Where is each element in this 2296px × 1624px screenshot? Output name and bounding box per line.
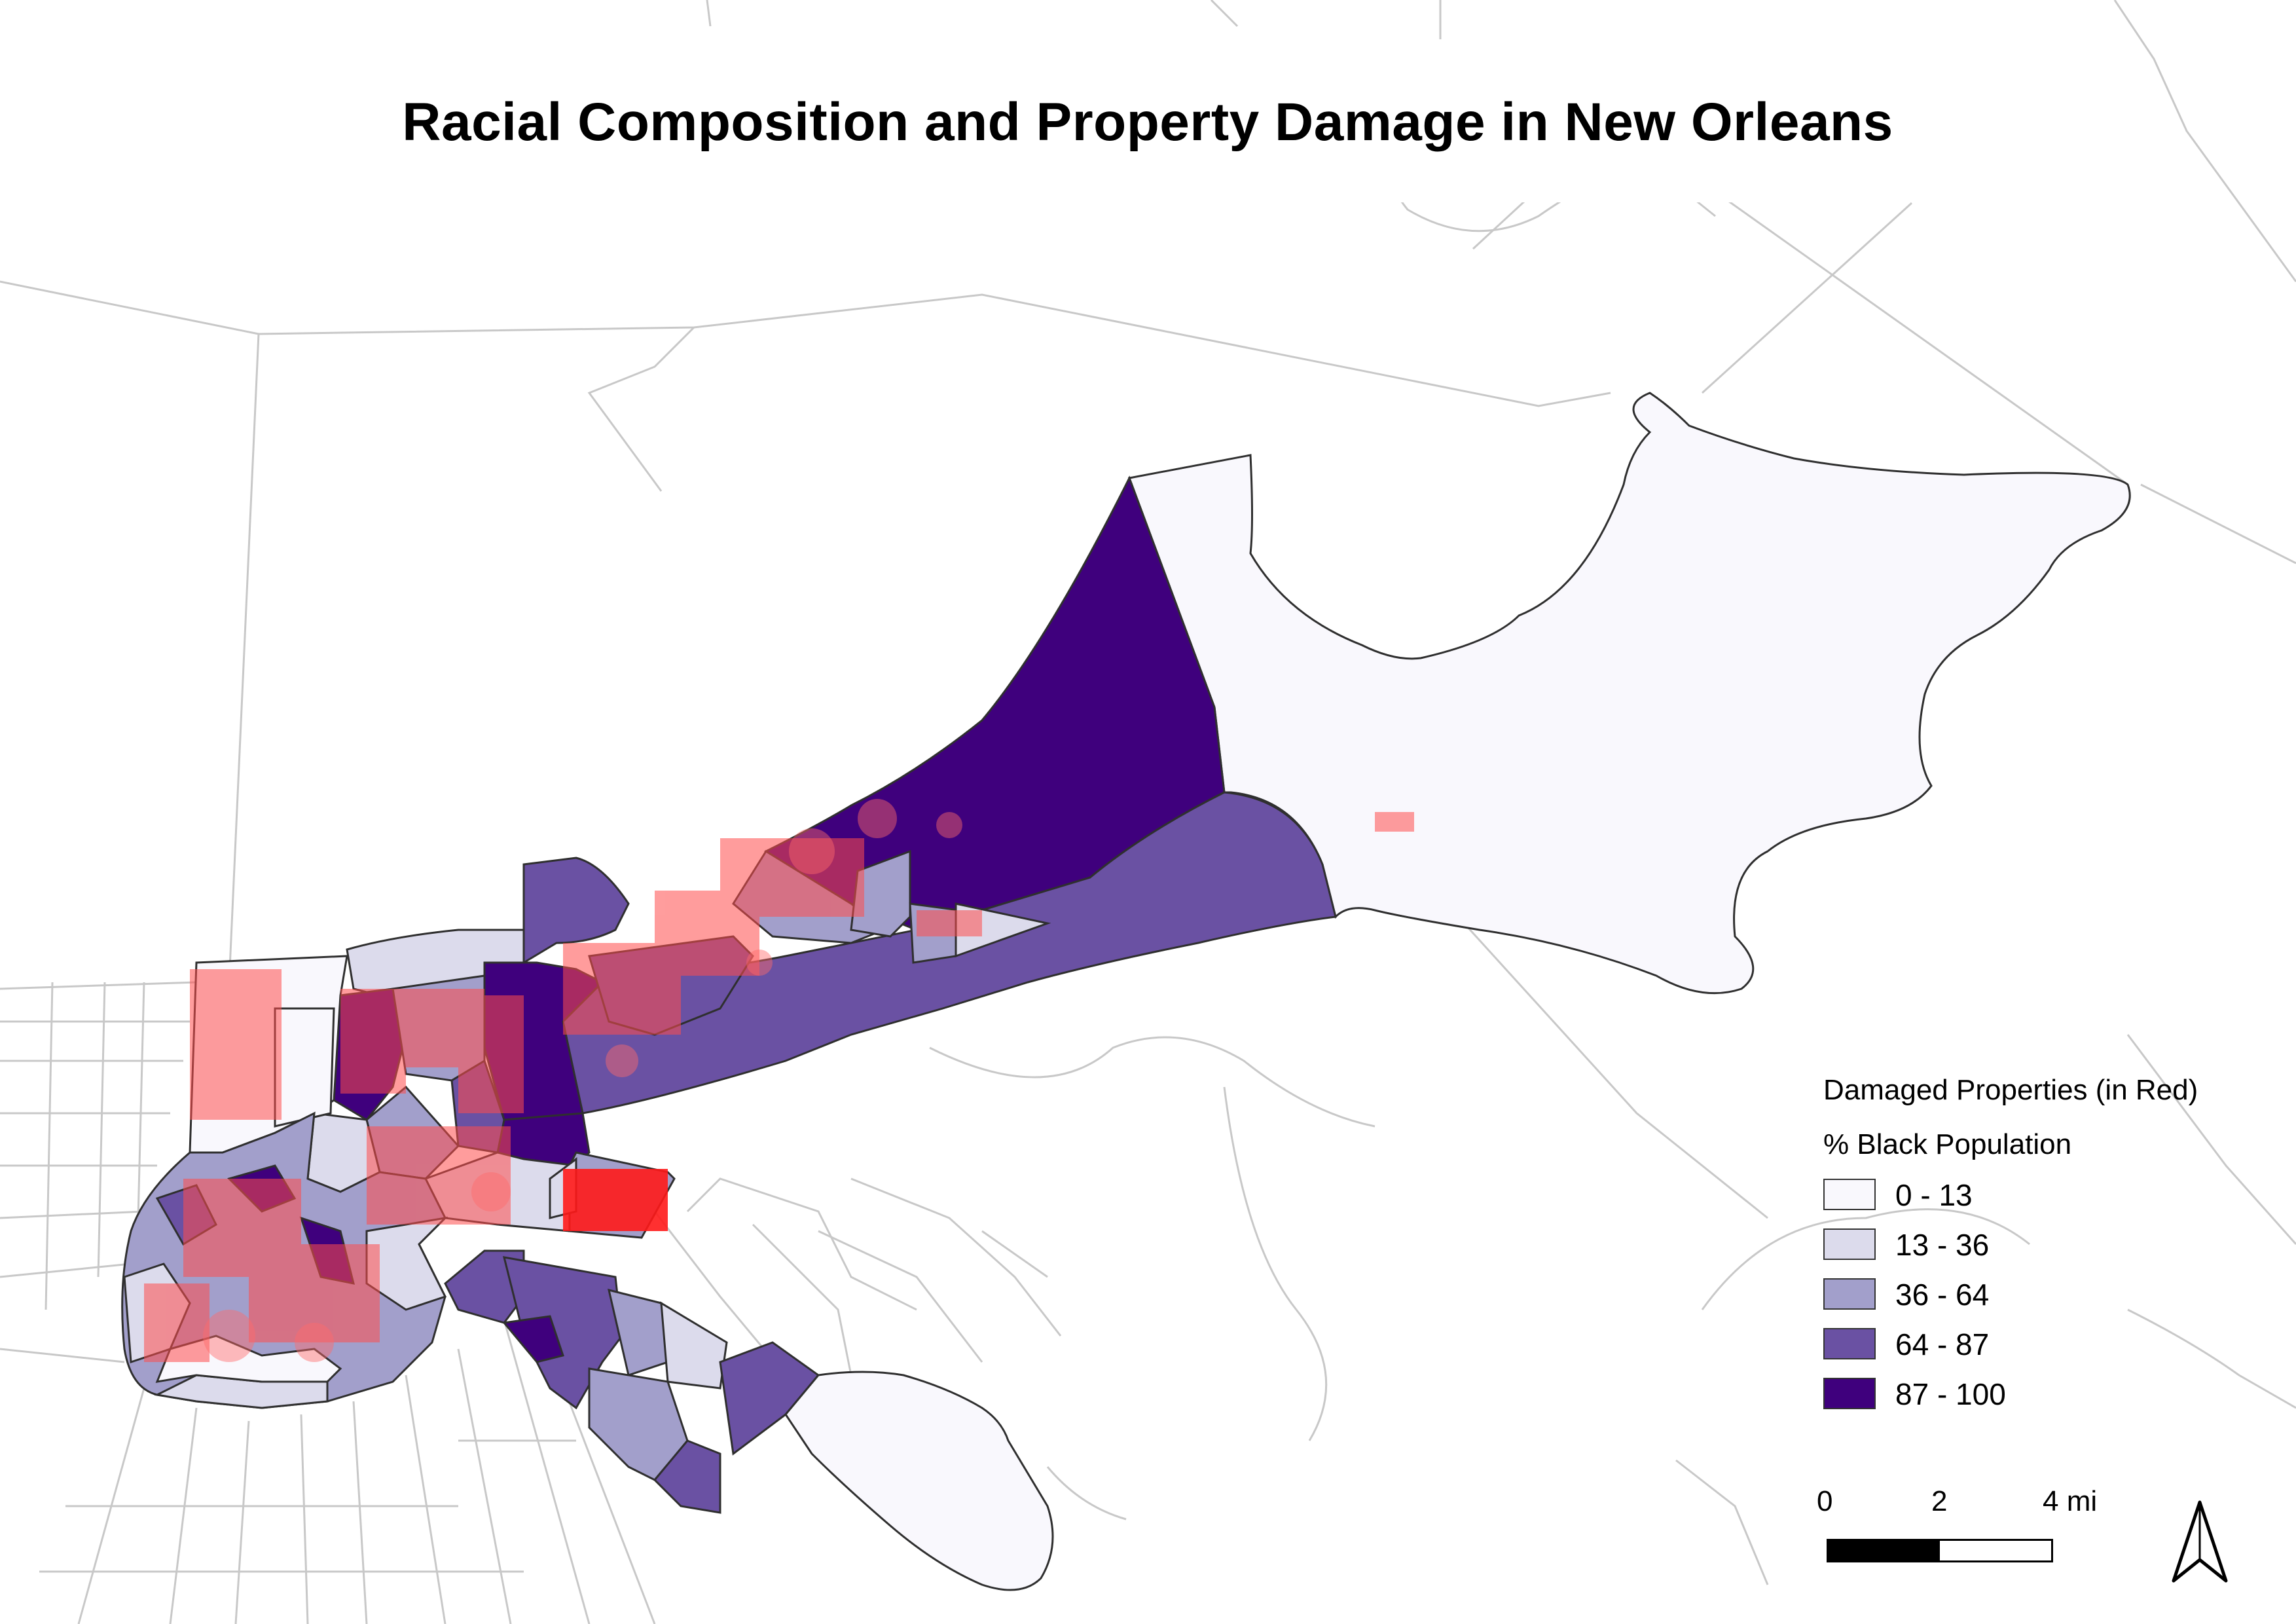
damage-cluster-uptown-west <box>144 1283 210 1362</box>
tract-algiers-7 <box>653 1439 721 1514</box>
legend-row-0-13: 0 - 13 <box>1823 1177 2216 1214</box>
legend-row-36-64: 36 - 64 <box>1823 1277 2216 1314</box>
scale-bar-black-segment <box>1829 1541 1940 1560</box>
damage-cluster-bywater <box>563 1169 668 1231</box>
tract-lakeview-strip <box>274 1007 335 1128</box>
damage-points <box>144 799 1414 1362</box>
legend-swatch-87-100 <box>1823 1378 1876 1409</box>
legend-label-87-100: 87 - 100 <box>1895 1377 2006 1411</box>
tract-algiers-4 <box>607 1288 669 1376</box>
north-arrow-icon <box>2172 1500 2228 1583</box>
legend-row-87-100: 87 - 100 <box>1823 1376 2216 1413</box>
damage-cluster-uptown-south <box>249 1244 380 1342</box>
legend-swatch-0-13 <box>1823 1179 1876 1210</box>
title-panel: Racial Composition and Property Damage i… <box>236 42 2060 202</box>
legend-damage-heading: Damaged Properties (in Red) <box>1823 1074 2198 1106</box>
tract-algiers-5 <box>660 1301 728 1390</box>
damage-cluster-east-north <box>720 838 864 917</box>
scale-label-4mi: 4 mi <box>2043 1485 2098 1517</box>
scale-label-2: 2 <box>1931 1485 1948 1517</box>
legend-row-64-87: 64 - 87 <box>1823 1327 2216 1363</box>
legend-swatch-36-64 <box>1823 1278 1876 1310</box>
legend-label-13-36: 13 - 36 <box>1895 1228 1990 1262</box>
tract-lakefront-36-64 <box>522 857 630 965</box>
tract-algiers-3 <box>502 1315 564 1363</box>
damage-cluster-east-small <box>917 910 982 936</box>
legend-population-heading: % Black Population <box>1823 1128 2072 1160</box>
tract-english-turn <box>784 1371 1054 1591</box>
legend-swatch-64-87 <box>1823 1328 1876 1359</box>
legend-label-0-13: 0 - 13 <box>1895 1178 1973 1212</box>
legend-swatch-13-36 <box>1823 1228 1876 1260</box>
tract-upper-36-64 <box>850 849 911 938</box>
damage-cluster-treme <box>367 1126 511 1225</box>
legend: Damaged Properties (in Red) % Black Popu… <box>1807 1061 2278 1480</box>
map-title: Racial Composition and Property Damage i… <box>402 92 1893 152</box>
legend-label-36-64: 36 - 64 <box>1895 1278 1990 1312</box>
scale-bar <box>1827 1539 2053 1562</box>
legend-row-13-36: 13 - 36 <box>1823 1227 2216 1264</box>
scale-label-0: 0 <box>1817 1485 1833 1517</box>
damage-cluster-gentilly-west <box>458 995 524 1113</box>
tract-new-orleans-east <box>1127 392 2131 995</box>
legend-label-64-87: 64 - 87 <box>1895 1327 1990 1361</box>
damage-cluster-far-east <box>1375 812 1414 832</box>
damage-cluster-lakeview <box>190 969 282 1120</box>
